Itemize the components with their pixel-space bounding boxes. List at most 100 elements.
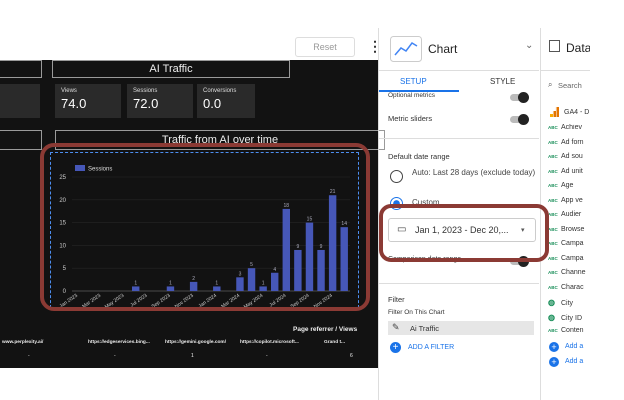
bar (189, 281, 198, 291)
field: ABC Conten (548, 327, 584, 334)
field-list: ABC Achiev ABC Ad forn ABC Ad sou ABC Ad unit AB… (548, 124, 591, 384)
divider (379, 283, 539, 284)
tab-setup[interactable]: SETUP (400, 77, 427, 86)
geo-icon: ◍ (548, 312, 555, 322)
scorecard: Sessions 72.0 (127, 84, 193, 118)
column-header: https://copilot.microsoft... (240, 340, 299, 345)
geo-icon: ◍ (548, 298, 555, 307)
field-name: App ve (561, 196, 583, 204)
field: ABC Ad unit (548, 168, 583, 175)
y-tick-label: 0 (63, 289, 67, 295)
field-type: ABC (548, 212, 558, 217)
bar (305, 222, 314, 291)
field-name: Campa (561, 240, 584, 247)
field: ABC App ve (548, 197, 583, 204)
bar (259, 286, 267, 291)
field-type: ABC (548, 154, 558, 159)
toggle[interactable] (510, 92, 529, 103)
data-source: GA4 - D (564, 109, 590, 116)
scorecard: Conversions 0.0 (197, 84, 255, 118)
field-type: ABC (548, 226, 558, 232)
field: ◍ City ID (548, 313, 582, 322)
field-name: Audier (561, 211, 582, 218)
field-name: Campa (561, 254, 584, 262)
data-label: 4 (273, 267, 276, 273)
field: ABC Age (548, 182, 573, 189)
data-label: 2 (192, 276, 195, 282)
field-type: ABC (548, 241, 558, 246)
bar (294, 249, 302, 291)
field-type: ABC (548, 284, 558, 290)
divider (378, 28, 379, 400)
y-tick-label: 15 (59, 221, 66, 227)
column-header: Grand t... (324, 340, 346, 345)
reset-button[interactable]: Reset (295, 37, 355, 57)
filter-chip[interactable]: ✎ Ai Traffic (388, 321, 534, 335)
table-cell: 6 (350, 353, 353, 359)
data-label: 15 (307, 217, 313, 223)
panel-title: Chart (428, 42, 458, 56)
field-type: ABC (548, 270, 558, 275)
data-title: Data (566, 41, 592, 55)
divider (379, 70, 539, 71)
field-name: Browse (561, 225, 585, 233)
add-icon: + (549, 342, 559, 352)
bar (236, 277, 244, 291)
radio-label: Custom (412, 198, 440, 207)
legend-label: Sessions (88, 167, 112, 173)
radio[interactable] (390, 170, 403, 183)
filter-name: Ai Traffic (410, 324, 440, 333)
scorecard: Views 74.0 (55, 84, 121, 118)
section-label: Filter (388, 295, 405, 304)
report-title: AI Traffic (52, 60, 290, 78)
chart-icon (390, 36, 422, 62)
section-label: Metric sliders (388, 114, 433, 123)
field-name: City ID (561, 314, 582, 322)
bar (132, 286, 140, 291)
field: ABC Channe (548, 269, 586, 276)
data-label: 1 (134, 280, 137, 286)
data-label: 3 (239, 271, 242, 277)
add-filter[interactable]: ADD A FILTER (408, 344, 455, 351)
tab-style[interactable]: STYLE (490, 77, 516, 86)
search-icon: ⌕ (548, 80, 553, 89)
scorecard-value: 0.0 (203, 96, 222, 111)
bar (271, 272, 279, 291)
add-link[interactable]: Add a (565, 358, 584, 365)
toggle[interactable] (510, 114, 529, 125)
table-title: Page referrer / Views (293, 326, 358, 333)
add-link[interactable]: Add a (565, 343, 584, 350)
tab-underline (379, 90, 459, 92)
field-name: Ad sou (561, 153, 583, 160)
divider (379, 138, 539, 139)
report-box (0, 130, 42, 150)
table-cell: - (266, 353, 268, 359)
section-label: Filter On This Chart (388, 309, 445, 316)
column-header: www.perplexity.ai/ (2, 340, 44, 345)
add-icon[interactable]: + (390, 342, 401, 353)
field-type: ABC (548, 255, 558, 261)
y-tick-label: 5 (63, 266, 67, 272)
field-type: ABC (548, 125, 558, 130)
scorecard-value: 72.0 (133, 96, 159, 111)
field-type: ABC (548, 168, 558, 174)
data-label: 1 (169, 280, 172, 286)
search-field[interactable]: Search (558, 81, 582, 90)
table-cell: 1 (191, 353, 194, 359)
divider (541, 70, 591, 71)
data-label: 14 (341, 221, 347, 227)
edit-icon: ✎ (392, 322, 400, 332)
field: ABC Achiev (548, 124, 582, 131)
field: ◍ City (548, 298, 573, 307)
legend-swatch (75, 165, 85, 171)
more-menu[interactable]: ⋮ (368, 38, 382, 54)
field-name: City (561, 300, 574, 307)
scorecard-label: Conversions (203, 88, 237, 94)
date-dropdown[interactable]: ▭ Jan 1, 2023 - Dec 20,... ▾ (388, 218, 536, 242)
data-label: 1 (262, 280, 265, 286)
field-name: Channe (561, 269, 586, 276)
table-cell: - (28, 353, 30, 359)
chevron[interactable]: ⌄ (525, 40, 534, 51)
